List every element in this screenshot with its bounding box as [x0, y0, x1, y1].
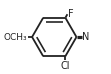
Text: OCH₃: OCH₃ — [4, 32, 28, 42]
Text: F: F — [68, 9, 73, 19]
Text: Cl: Cl — [61, 61, 70, 71]
Text: N: N — [82, 32, 90, 42]
